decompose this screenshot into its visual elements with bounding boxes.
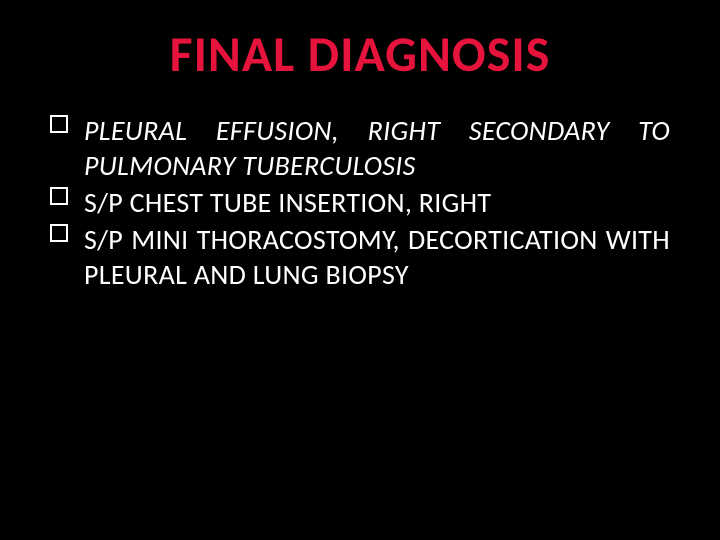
list-item: PLEURAL EFFUSION, RIGHT SECONDARY TO PUL…	[50, 113, 670, 183]
slide-title: FINAL DIAGNOSIS	[50, 24, 670, 85]
list-item: S/P CHEST TUBE INSERTION, RIGHT	[50, 185, 670, 220]
list-item: S/P MINI THORACOSTOMY, DECORTICATION WIT…	[50, 222, 670, 292]
list-item-text: S/P MINI THORACOSTOMY, DECORTICATION WIT…	[84, 222, 670, 292]
square-bullet-icon	[50, 224, 68, 242]
square-bullet-icon	[50, 187, 68, 205]
diagnosis-list: PLEURAL EFFUSION, RIGHT SECONDARY TO PUL…	[50, 113, 670, 292]
list-item-text: S/P CHEST TUBE INSERTION, RIGHT	[84, 185, 491, 220]
square-bullet-icon	[50, 115, 68, 133]
list-item-text: PLEURAL EFFUSION, RIGHT SECONDARY TO PUL…	[84, 113, 670, 183]
